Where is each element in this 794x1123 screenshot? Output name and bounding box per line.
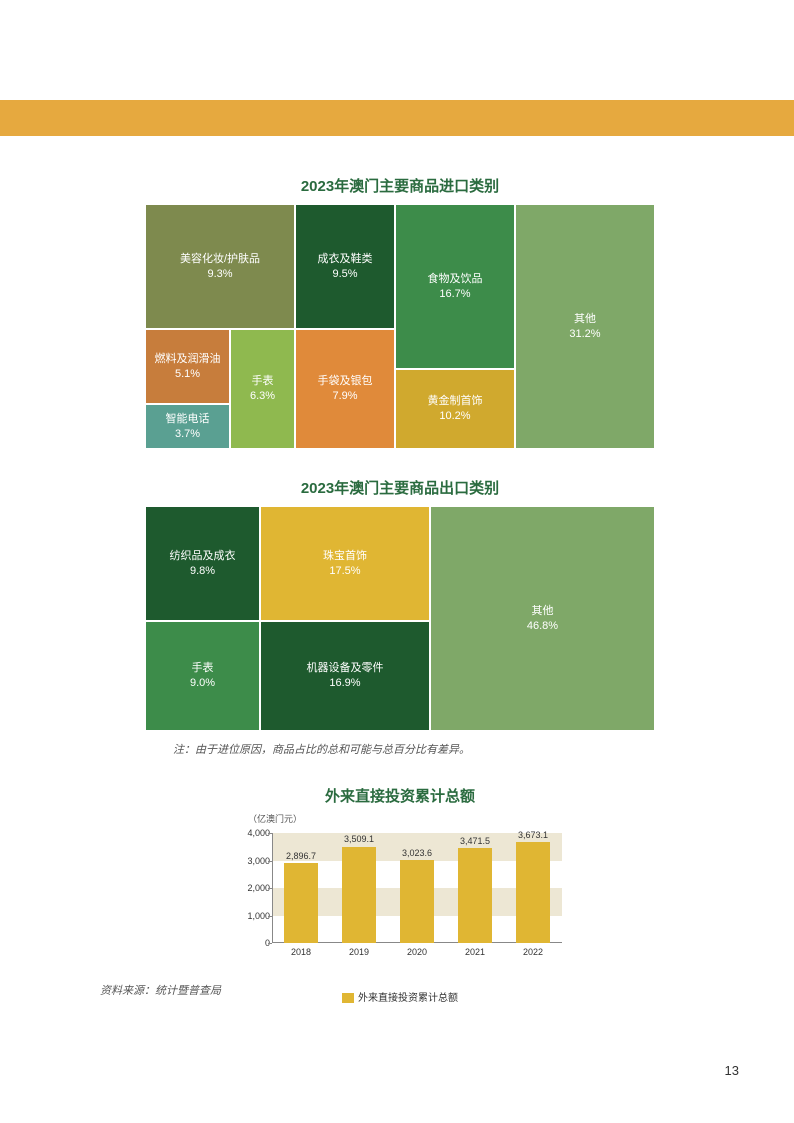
bar-chart-legend: 外来直接投资累计总额	[230, 989, 570, 1004]
treemap-cell: 珠宝首饰17.5%	[260, 506, 430, 621]
bar	[516, 842, 550, 943]
imports-title: 2023年澳门主要商品进口类别	[145, 175, 655, 196]
bar	[400, 860, 434, 943]
cell-pct: 9.5%	[332, 267, 357, 282]
bar-value-label: 3,509.1	[344, 834, 374, 844]
treemap-cell: 燃料及润滑油5.1%	[145, 329, 230, 404]
bar-chart-section: 外来直接投资累计总额 （亿澳门元） 01,0002,0003,0004,0002…	[230, 785, 570, 1004]
treemap-note: 注：由于进位原因，商品占比的总和可能与总百分比有差异。	[145, 741, 655, 757]
treemap-cell: 成衣及鞋类9.5%	[295, 204, 395, 329]
exports-treemap: 纺织品及成衣9.8%珠宝首饰17.5%其他46.8%手表9.0%机器设备及零件1…	[145, 506, 655, 731]
cell-pct: 16.9%	[329, 676, 360, 691]
cell-pct: 16.7%	[439, 287, 470, 302]
cell-pct: 5.1%	[175, 367, 200, 382]
cell-pct: 10.2%	[439, 409, 470, 424]
treemap-cell: 机器设备及零件16.9%	[260, 621, 430, 731]
cell-label: 珠宝首饰	[323, 549, 367, 564]
cell-pct: 31.2%	[569, 327, 600, 342]
cell-pct: 17.5%	[329, 564, 360, 579]
treemap-cell: 其他46.8%	[430, 506, 655, 731]
bar	[458, 848, 492, 943]
page-number: 13	[725, 1063, 739, 1078]
cell-label: 手袋及银包	[318, 374, 373, 389]
bar-value-label: 3,023.6	[402, 848, 432, 858]
cell-pct: 3.7%	[175, 427, 200, 442]
treemap-cell: 手表6.3%	[230, 329, 295, 449]
header-bar	[0, 100, 794, 136]
treemap-cell: 食物及饮品16.7%	[395, 204, 515, 369]
y-tick-label: 4,000	[247, 828, 270, 838]
cell-pct: 46.8%	[527, 619, 558, 634]
x-axis-label: 2018	[291, 947, 311, 957]
exports-title: 2023年澳门主要商品出口类别	[145, 477, 655, 498]
treemap-cell: 智能电话3.7%	[145, 404, 230, 449]
cell-pct: 6.3%	[250, 389, 275, 404]
cell-label: 手表	[252, 374, 274, 389]
bar-value-label: 2,896.7	[286, 851, 316, 861]
bar-value-label: 3,471.5	[460, 836, 490, 846]
treemap-cell: 黄金制首饰10.2%	[395, 369, 515, 449]
x-axis-label: 2019	[349, 947, 369, 957]
cell-label: 美容化妆/护肤品	[180, 252, 260, 267]
cell-label: 其他	[532, 604, 554, 619]
bar	[284, 863, 318, 943]
bar-chart: 01,0002,0003,0004,0002,896.720183,509.12…	[230, 827, 570, 967]
cell-label: 手表	[192, 661, 214, 676]
treemap-cell: 纺织品及成衣9.8%	[145, 506, 260, 621]
legend-swatch	[342, 993, 354, 1003]
treemap-cell: 美容化妆/护肤品9.3%	[145, 204, 295, 329]
x-axis-label: 2021	[465, 947, 485, 957]
cell-pct: 9.3%	[207, 267, 232, 282]
main-content: 2023年澳门主要商品进口类别 美容化妆/护肤品9.3%成衣及鞋类9.5%食物及…	[145, 175, 655, 1004]
cell-label: 纺织品及成衣	[170, 549, 236, 564]
cell-pct: 7.9%	[332, 389, 357, 404]
cell-pct: 9.0%	[190, 676, 215, 691]
y-tick-label: 2,000	[247, 883, 270, 893]
cell-label: 机器设备及零件	[307, 661, 384, 676]
cell-label: 燃料及润滑油	[155, 352, 221, 367]
treemap-cell: 其他31.2%	[515, 204, 655, 449]
treemap-cell: 手表9.0%	[145, 621, 260, 731]
cell-label: 黄金制首饰	[428, 394, 483, 409]
y-tick-label: 1,000	[247, 911, 270, 921]
imports-treemap: 美容化妆/护肤品9.3%成衣及鞋类9.5%食物及饮品16.7%其他31.2%燃料…	[145, 204, 655, 449]
cell-label: 其他	[574, 312, 596, 327]
x-axis-label: 2020	[407, 947, 427, 957]
cell-label: 成衣及鞋类	[318, 252, 373, 267]
cell-pct: 9.8%	[190, 564, 215, 579]
cell-label: 食物及饮品	[428, 272, 483, 287]
bar-chart-unit: （亿澳门元）	[248, 812, 570, 825]
bar-value-label: 3,673.1	[518, 830, 548, 840]
treemap-cell: 手袋及银包7.9%	[295, 329, 395, 449]
bar	[342, 847, 376, 944]
cell-label: 智能电话	[166, 412, 210, 427]
data-source: 资料来源：统计暨普查局	[100, 982, 221, 998]
x-axis-label: 2022	[523, 947, 543, 957]
legend-text: 外来直接投资累计总额	[358, 993, 458, 1004]
y-tick-label: 3,000	[247, 856, 270, 866]
bar-chart-title: 外来直接投资累计总额	[230, 785, 570, 806]
